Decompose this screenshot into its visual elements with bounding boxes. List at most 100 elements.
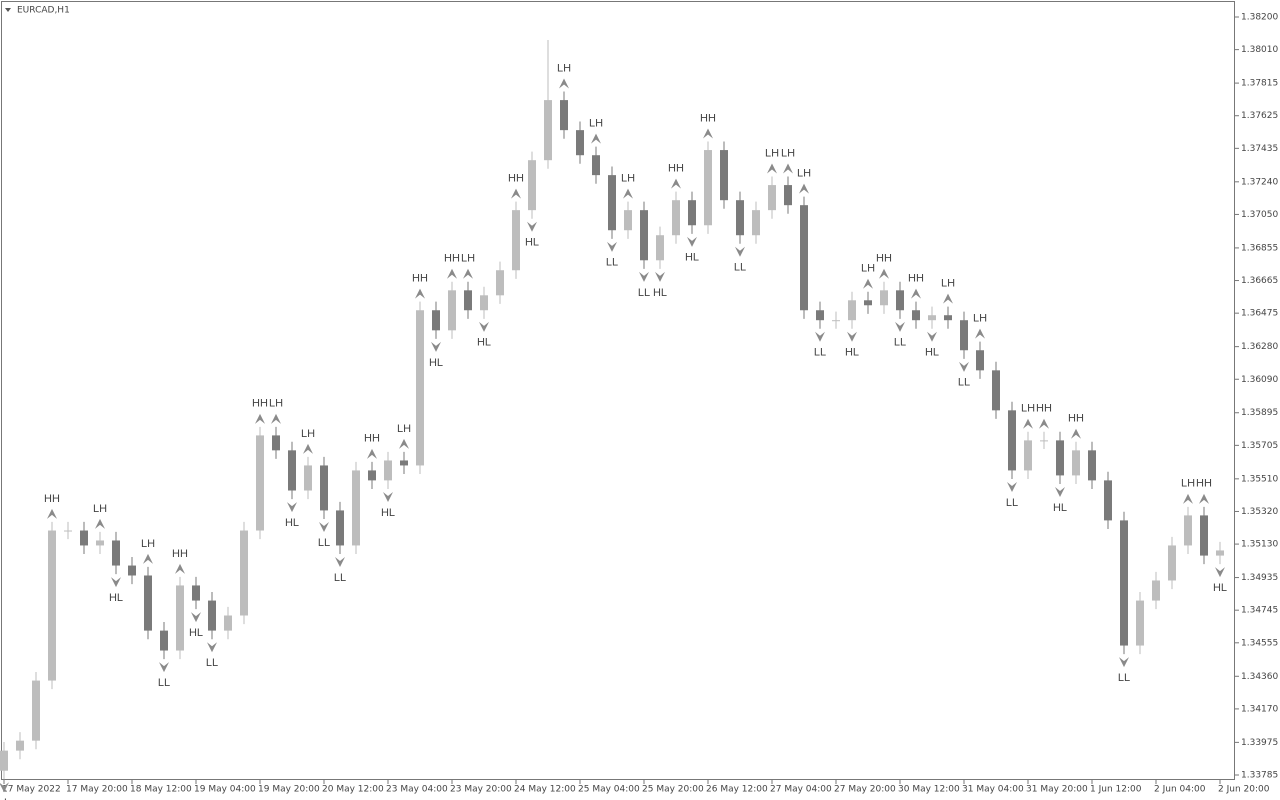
swing-label: LH — [397, 423, 411, 435]
swing-arrow — [799, 183, 809, 194]
y-tick-label: 1.34170 — [1241, 704, 1278, 714]
swing-label: LL — [606, 257, 618, 269]
candle-body — [1088, 450, 1096, 481]
swing-arrow — [463, 268, 473, 279]
swing-label: LH — [589, 118, 603, 130]
swing-arrow — [399, 438, 409, 449]
swing-label: LL — [1118, 672, 1130, 684]
y-tick-label: 1.36090 — [1241, 375, 1278, 385]
swing-arrow — [95, 518, 105, 529]
candle-body — [1152, 580, 1160, 601]
swing-label: HH — [508, 172, 524, 184]
candle-body — [672, 200, 680, 236]
candle-body — [1200, 515, 1208, 556]
candle-body — [928, 315, 936, 321]
plot-frame — [1, 1, 1235, 780]
x-tick-label: 25 May 04:00 — [578, 785, 640, 795]
candle-body — [768, 185, 776, 211]
swing-label: LL — [318, 537, 330, 549]
swing-label: HH — [876, 253, 892, 265]
x-tick-label: 24 May 12:00 — [514, 785, 576, 795]
swing-label: HL — [1053, 502, 1067, 514]
candle-body — [816, 310, 824, 321]
candle-body — [560, 100, 568, 131]
candle-body — [720, 150, 728, 201]
candle-body — [992, 370, 1000, 411]
candle-body — [576, 130, 584, 156]
y-tick-label: 1.37625 — [1241, 111, 1278, 121]
candle-body — [1120, 520, 1128, 646]
swing-arrow — [607, 241, 617, 252]
swing-arrow — [783, 163, 793, 174]
candle-body — [288, 450, 296, 491]
swing-arrow — [479, 321, 489, 332]
swing-label: LL — [334, 572, 346, 584]
candle-body — [848, 300, 856, 321]
y-tick-label: 1.35130 — [1241, 540, 1278, 550]
candle-body — [512, 210, 520, 271]
candle-body — [1040, 440, 1048, 442]
candle-body — [624, 210, 632, 231]
swing-arrow — [943, 293, 953, 304]
swing-arrow — [47, 508, 57, 519]
swing-arrow — [623, 188, 633, 199]
swing-arrow — [191, 612, 201, 623]
candle-body — [256, 435, 264, 531]
candle-body — [544, 100, 552, 161]
x-tick-label: 17 May 2022 — [2, 785, 61, 795]
candle-body — [640, 210, 648, 261]
candle-body — [464, 290, 472, 311]
candle-body — [1136, 600, 1144, 646]
swing-arrow — [591, 133, 601, 144]
candle-body — [1168, 545, 1176, 581]
symbol-label: EURCAD,H1 — [17, 6, 70, 16]
swing-arrow — [671, 178, 681, 189]
y-tick-label: 1.36855 — [1241, 243, 1278, 253]
y-tick-label: 1.34745 — [1241, 606, 1278, 616]
swing-arrow — [1023, 418, 1033, 429]
swing-label: LH — [269, 398, 283, 410]
candle-body — [784, 185, 792, 206]
swing-label: LH — [1021, 403, 1035, 415]
swing-label: LL — [158, 677, 170, 689]
swing-label: LL — [814, 347, 826, 359]
candle-body — [336, 510, 344, 546]
swing-label: LL — [894, 337, 906, 349]
swing-label: LH — [781, 147, 795, 159]
y-tick-label: 1.38200 — [1241, 13, 1278, 23]
y-tick-label: 1.35895 — [1241, 408, 1278, 418]
y-tick-label: 1.38010 — [1241, 45, 1278, 55]
swing-arrow — [959, 361, 969, 372]
x-tick-label: 26 May 12:00 — [706, 785, 768, 795]
candle-body — [1056, 440, 1064, 476]
swing-label: HH — [252, 398, 268, 410]
swing-arrow — [271, 413, 281, 424]
swing-arrow — [639, 271, 649, 282]
x-tick-label: 31 May 04:00 — [962, 785, 1024, 795]
swing-arrow — [319, 522, 329, 533]
swing-arrow — [687, 236, 697, 247]
y-tick-label: 1.37050 — [1241, 210, 1278, 220]
candle-body — [80, 530, 88, 546]
swing-arrow — [207, 642, 217, 653]
candle-body — [1104, 480, 1112, 521]
swing-arrow — [511, 188, 521, 199]
x-tick-label: 31 May 20:00 — [1026, 785, 1088, 795]
candle-body — [448, 290, 456, 331]
swing-label: LH — [1181, 478, 1195, 490]
candle-body — [976, 350, 984, 371]
menu-arrow[interactable] — [5, 8, 11, 12]
candle-body — [1072, 450, 1080, 476]
swing-label: HL — [429, 357, 443, 369]
x-tick-label: 23 May 20:00 — [450, 785, 512, 795]
swing-label: HL — [653, 287, 667, 299]
candle-body — [800, 205, 808, 311]
candle-body — [400, 460, 408, 466]
candle-body — [880, 290, 888, 306]
candle-body — [208, 600, 216, 631]
swing-label: LL — [1006, 497, 1018, 509]
swing-arrow — [1039, 418, 1049, 429]
candle-body — [368, 470, 376, 481]
candle-body — [272, 435, 280, 451]
